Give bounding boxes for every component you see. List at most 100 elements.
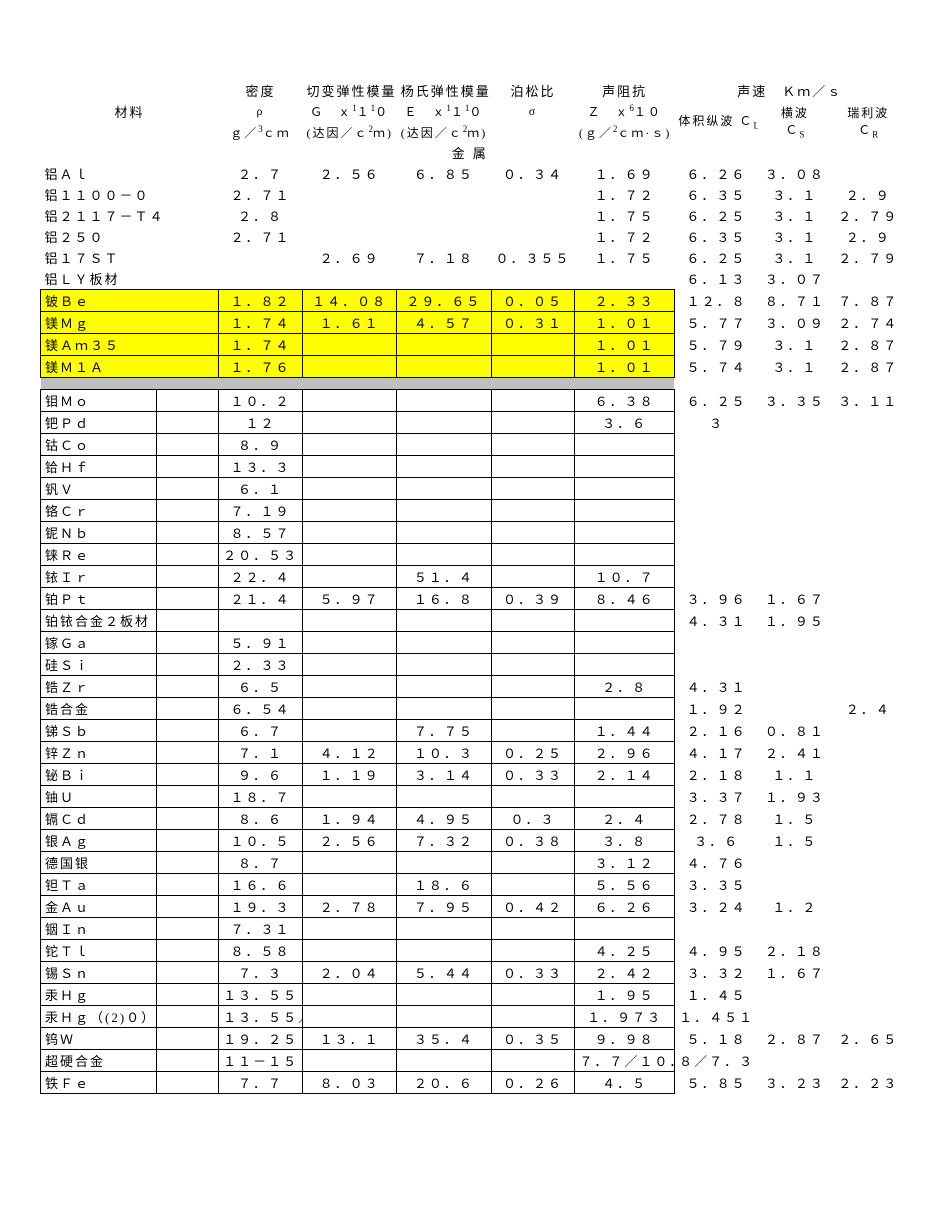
value-cell: ５．７９: [674, 334, 758, 356]
value-cell: [758, 544, 831, 566]
value-cell: [832, 962, 905, 984]
value-cell: [491, 412, 575, 434]
section-metal-label: 金属: [41, 142, 906, 163]
value-cell: ２．６５: [832, 1028, 905, 1050]
value-cell: [302, 610, 396, 632]
value-cell: ３．１: [758, 205, 831, 226]
table-row: 铊Ｔｌ８．５８４．２５４．９５２．１８: [41, 940, 906, 962]
value-cell: １８．７: [219, 786, 303, 808]
hdr-cr: 瑞利波ＣR: [832, 101, 905, 142]
value-cell: ０．３３: [491, 764, 575, 786]
value-cell: ３．９６: [674, 588, 758, 610]
value-cell: ５１．４: [397, 566, 491, 588]
value-cell: [302, 566, 396, 588]
material-cell: 汞Ｈｇ: [41, 984, 219, 1006]
value-cell: ３: [674, 412, 758, 434]
value-cell: [302, 456, 396, 478]
value-cell: ３．１４: [397, 764, 491, 786]
value-cell: [491, 434, 575, 456]
value-cell: １．９３: [758, 786, 831, 808]
value-cell: [219, 268, 303, 290]
value-cell: [302, 412, 396, 434]
material-cell: 锆合金: [41, 698, 219, 720]
value-cell: [491, 205, 575, 226]
value-cell: [302, 226, 396, 247]
value-cell: [575, 522, 675, 544]
value-cell: ２．５６: [302, 830, 396, 852]
value-cell: ５．４４: [397, 962, 491, 984]
value-cell: [397, 478, 491, 500]
value-cell: [575, 456, 675, 478]
value-cell: [674, 544, 758, 566]
value-cell: [491, 786, 575, 808]
materials-table: 密度 切变弹性模量 杨氏弹性模量 泊松比 声阻抗 声速 Ｋｍ／ｓ 材料 ρ Ｇ …: [40, 80, 905, 1094]
value-cell: １１－１５: [219, 1050, 303, 1072]
value-cell: [758, 456, 831, 478]
material-cell: 镓Ｇａ: [41, 632, 219, 654]
value-cell: １２．８: [674, 290, 758, 312]
table-row: 铀Ｕ１８．７３．３７１．９３: [41, 786, 906, 808]
value-cell: [832, 830, 905, 852]
table-row: 铪Ｈｆ１３．３: [41, 456, 906, 478]
value-cell: １．０１: [575, 312, 675, 334]
table-row: 铼Ｒｅ２０．５３: [41, 544, 906, 566]
value-cell: [575, 918, 675, 940]
value-cell: ２．７９: [832, 247, 905, 268]
value-cell: [674, 434, 758, 456]
value-cell: [758, 1050, 831, 1072]
value-cell: [832, 720, 905, 742]
value-cell: ８．６: [219, 808, 303, 830]
value-cell: ２．４２: [575, 962, 675, 984]
value-cell: ４．１２: [302, 742, 396, 764]
table-row: 汞Ｈｇ１３．５５１．９５１．４５: [41, 984, 906, 1006]
value-cell: [397, 522, 491, 544]
value-cell: ９．６: [219, 764, 303, 786]
material-cell: 钨Ｗ: [41, 1028, 219, 1050]
value-cell: [491, 676, 575, 698]
value-cell: １４．０８: [302, 290, 396, 312]
value-cell: ２．７８: [674, 808, 758, 830]
hdr-young-unit: (达因／ｃ2ｍ): [397, 122, 491, 142]
value-cell: ５．９７: [302, 588, 396, 610]
table-row: 金Ａｕ１９．３２．７８７．９５０．４２６．２６３．２４１．２: [41, 896, 906, 918]
value-cell: １．７４: [219, 312, 303, 334]
value-cell: [832, 676, 905, 698]
value-cell: [832, 544, 905, 566]
value-cell: ０．３５: [491, 1028, 575, 1050]
value-cell: １．０１: [575, 356, 675, 378]
value-cell: ０．０５: [491, 290, 575, 312]
value-cell: ３．１: [758, 226, 831, 247]
material-cell: 铁Ｆｅ: [41, 1072, 219, 1094]
material-cell: 铝Ａｌ: [41, 163, 219, 184]
separator-row: [41, 378, 906, 390]
value-cell: ６．８５: [397, 163, 491, 184]
table-row: 钯Ｐｄ１２３．６３: [41, 412, 906, 434]
hdr-shear-sym: Ｇ ｘ1１1０: [302, 101, 396, 122]
value-cell: [832, 654, 905, 676]
value-cell: ２１．４: [219, 588, 303, 610]
value-cell: ７．８７: [832, 290, 905, 312]
value-cell: [302, 390, 396, 412]
value-cell: ７．３: [219, 962, 303, 984]
value-cell: [397, 632, 491, 654]
value-cell: ０．２６: [491, 1072, 575, 1094]
value-cell: １．５: [758, 808, 831, 830]
material-cell: 铱Ｉｒ: [41, 566, 219, 588]
value-cell: ０．３４: [491, 163, 575, 184]
material-cell: 钴Ｃｏ: [41, 434, 219, 456]
value-cell: [832, 808, 905, 830]
hdr-poisson: 泊松比: [491, 80, 575, 101]
material-cell: 铍Ｂｅ: [41, 290, 219, 312]
value-cell: ５．７４: [674, 356, 758, 378]
value-cell: [758, 1006, 831, 1028]
value-cell: １．４５: [674, 984, 758, 1006]
value-cell: １．７２: [575, 184, 675, 205]
table-row: 钼Ｍｏ１０．２６．３８６．２５３．３５３．１１: [41, 390, 906, 412]
value-cell: [491, 1050, 575, 1072]
value-cell: ４．２５: [575, 940, 675, 962]
value-cell: [491, 852, 575, 874]
table-row: 镁Ａｍ３５１．７４１．０１５．７９３．１２．８７: [41, 334, 906, 356]
value-cell: ８．９: [219, 434, 303, 456]
table-row: 铝１７ＳＴ２．６９７．１８０．３５５１．７５６．２５３．１２．７９: [41, 247, 906, 268]
value-cell: [397, 356, 491, 378]
